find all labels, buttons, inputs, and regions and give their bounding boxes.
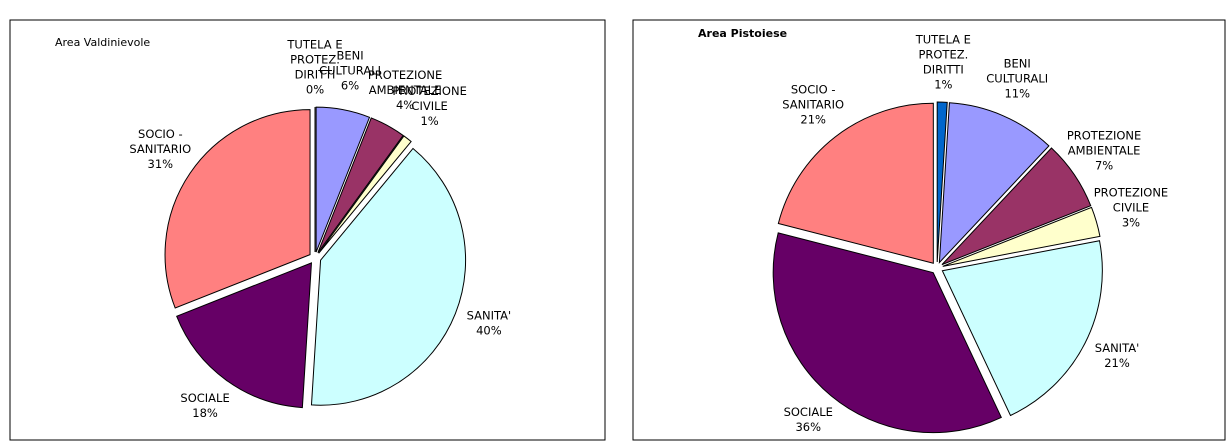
slice-label-line: TUTELA E bbox=[915, 33, 971, 47]
slice-label: SOCIALE 18% bbox=[180, 391, 229, 420]
slice-label-line: SOCIALE bbox=[784, 405, 833, 419]
slice-label-line: SANITA' bbox=[1095, 341, 1140, 355]
slice-percent: 4% bbox=[396, 98, 414, 112]
slice-label-line: AMBIENTALE bbox=[1068, 143, 1141, 157]
pie-slice bbox=[318, 135, 412, 254]
slice-percent: 21% bbox=[800, 112, 826, 126]
slice-label-line: SOCIO - bbox=[791, 82, 836, 96]
slice-percent: 3% bbox=[1122, 216, 1140, 230]
slice-label-line: CIVILE bbox=[411, 99, 447, 113]
slice-percent: 21% bbox=[1104, 356, 1130, 370]
slice-label-line: TUTELA E bbox=[286, 38, 342, 52]
pie-slice bbox=[310, 147, 467, 406]
slice-label-line: PROTEZ. bbox=[918, 48, 968, 62]
slice-label-line: SANITARIO bbox=[782, 97, 844, 111]
pie-slice bbox=[936, 101, 948, 263]
slice-label: TUTELA E PROTEZ. DIRITTI 1% bbox=[915, 33, 971, 92]
slice-percent: 31% bbox=[148, 157, 174, 171]
slice-label: PROTEZIONE AMBIENTALE 7% bbox=[1067, 128, 1141, 172]
slice-percent: 1% bbox=[420, 114, 438, 128]
pie-slice bbox=[164, 109, 311, 309]
slice-label: SANITA' 40% bbox=[467, 308, 512, 337]
pie-slice bbox=[176, 262, 313, 409]
slice-label-line: BENI bbox=[336, 48, 363, 62]
slice-percent: 1% bbox=[934, 78, 952, 92]
slice-percent: 6% bbox=[341, 78, 359, 92]
slice-label: SOCIO -SANITARIO 21% bbox=[782, 82, 844, 126]
slice-label-line: BENI bbox=[1004, 57, 1031, 71]
pie-slice bbox=[777, 102, 934, 264]
pie-slice bbox=[938, 102, 1050, 264]
slice-label-line: CIVILE bbox=[1113, 201, 1149, 215]
slice-label: SANITA' 21% bbox=[1095, 341, 1140, 370]
slice-label: BENI CULTURALI 11% bbox=[986, 57, 1048, 101]
slice-label-line: SOCIO - bbox=[138, 127, 183, 141]
pie-slice bbox=[772, 232, 1002, 434]
pie-slice bbox=[941, 147, 1092, 266]
slice-label: SOCIALE 36% bbox=[784, 405, 833, 434]
chart-title: Area Pistoiese bbox=[698, 27, 787, 40]
slice-percent: 40% bbox=[476, 323, 502, 337]
slice-label-line: PROTEZIONE bbox=[392, 84, 466, 98]
slice-label: PROTEZIONE CIVILE 1% bbox=[392, 84, 466, 128]
slice-label-line: DIRITTI bbox=[295, 68, 336, 82]
slice-label-line: SOCIALE bbox=[180, 391, 229, 405]
slice-percent: 36% bbox=[795, 420, 821, 434]
slice-label: TUTELA E PROTEZ. DIRITTI 0% bbox=[286, 38, 342, 97]
slice-label-line: CULTURALI bbox=[319, 63, 381, 77]
slice-label-line: PROTEZIONE bbox=[1067, 128, 1141, 142]
slice-percent: 0% bbox=[306, 83, 324, 97]
slice-percent: 18% bbox=[192, 406, 218, 420]
slice-label-line: PROTEZIONE bbox=[368, 68, 442, 82]
slice-label-line: DIRITTI bbox=[923, 63, 964, 77]
pie-slice bbox=[315, 106, 371, 253]
slice-percent: 11% bbox=[1004, 87, 1030, 101]
slice-percent: 7% bbox=[1095, 158, 1113, 172]
slice-label-line: PROTEZIONE bbox=[1094, 186, 1168, 200]
slice-label: PROTEZIONE CIVILE 3% bbox=[1094, 186, 1168, 230]
slice-label-line: SANITARIO bbox=[129, 142, 191, 156]
slice-label: SOCIO -SANITARIO 31% bbox=[129, 127, 191, 171]
pie-slice bbox=[942, 206, 1101, 267]
slice-label: BENI CULTURALI 6% bbox=[319, 48, 381, 92]
pie-slice bbox=[317, 117, 404, 254]
slice-label-line: SANITA' bbox=[467, 308, 512, 322]
slice-label: PROTEZIONE AMBIENTALE 4% bbox=[368, 68, 442, 112]
pie-slice bbox=[941, 240, 1103, 417]
chart-title: Area Valdinievole bbox=[55, 36, 150, 49]
slice-label-line: CULTURALI bbox=[986, 72, 1048, 86]
slice-label-line: AMBIENTALE bbox=[369, 83, 442, 97]
slice-label-line: PROTEZ. bbox=[290, 53, 340, 67]
